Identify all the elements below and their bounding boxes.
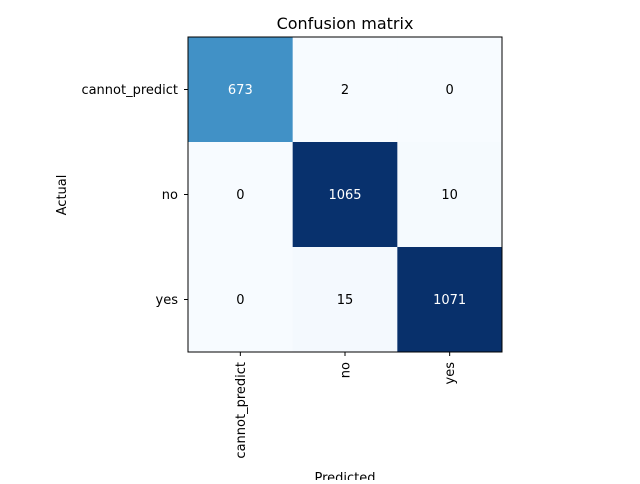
heatmap-cell <box>292 142 398 248</box>
y-tick-label: yes <box>156 293 179 308</box>
y-tick-label: cannot_predict <box>81 83 178 98</box>
cell-value-label: 0 <box>236 188 244 203</box>
cell-value-label: 15 <box>337 293 354 308</box>
heatmap-cell <box>292 37 398 143</box>
x-tick-label: yes <box>443 362 458 385</box>
heatmap-cell <box>188 247 294 353</box>
cell-value-label: 1071 <box>433 293 466 308</box>
heatmap-cell <box>188 142 294 248</box>
y-tick-label: no <box>162 188 178 203</box>
heatmap-cell <box>397 142 503 248</box>
cell-value-label: 1065 <box>328 188 361 203</box>
cell-labels: 673 2 0 0 1065 10 0 15 1071 <box>228 83 466 308</box>
heatmap-cell <box>397 37 503 143</box>
x-tick-label: cannot_predict <box>234 362 249 459</box>
chart-title: Confusion matrix <box>277 14 414 33</box>
x-axis-label: Predicted <box>314 471 375 480</box>
x-tick-label: no <box>339 362 354 378</box>
heatmap-cell <box>188 37 294 143</box>
heatmap-cell <box>292 247 398 353</box>
heatmap-cells <box>188 37 503 353</box>
cell-value-label: 0 <box>446 83 454 98</box>
cell-value-label: 2 <box>341 83 349 98</box>
heatmap-cell <box>397 247 503 353</box>
y-axis-label: Actual <box>55 175 70 216</box>
cell-value-label: 0 <box>236 293 244 308</box>
x-axis-ticks: cannot_predict no yes <box>234 352 458 459</box>
cell-value-label: 10 <box>441 188 458 203</box>
cell-value-label: 673 <box>228 83 253 98</box>
